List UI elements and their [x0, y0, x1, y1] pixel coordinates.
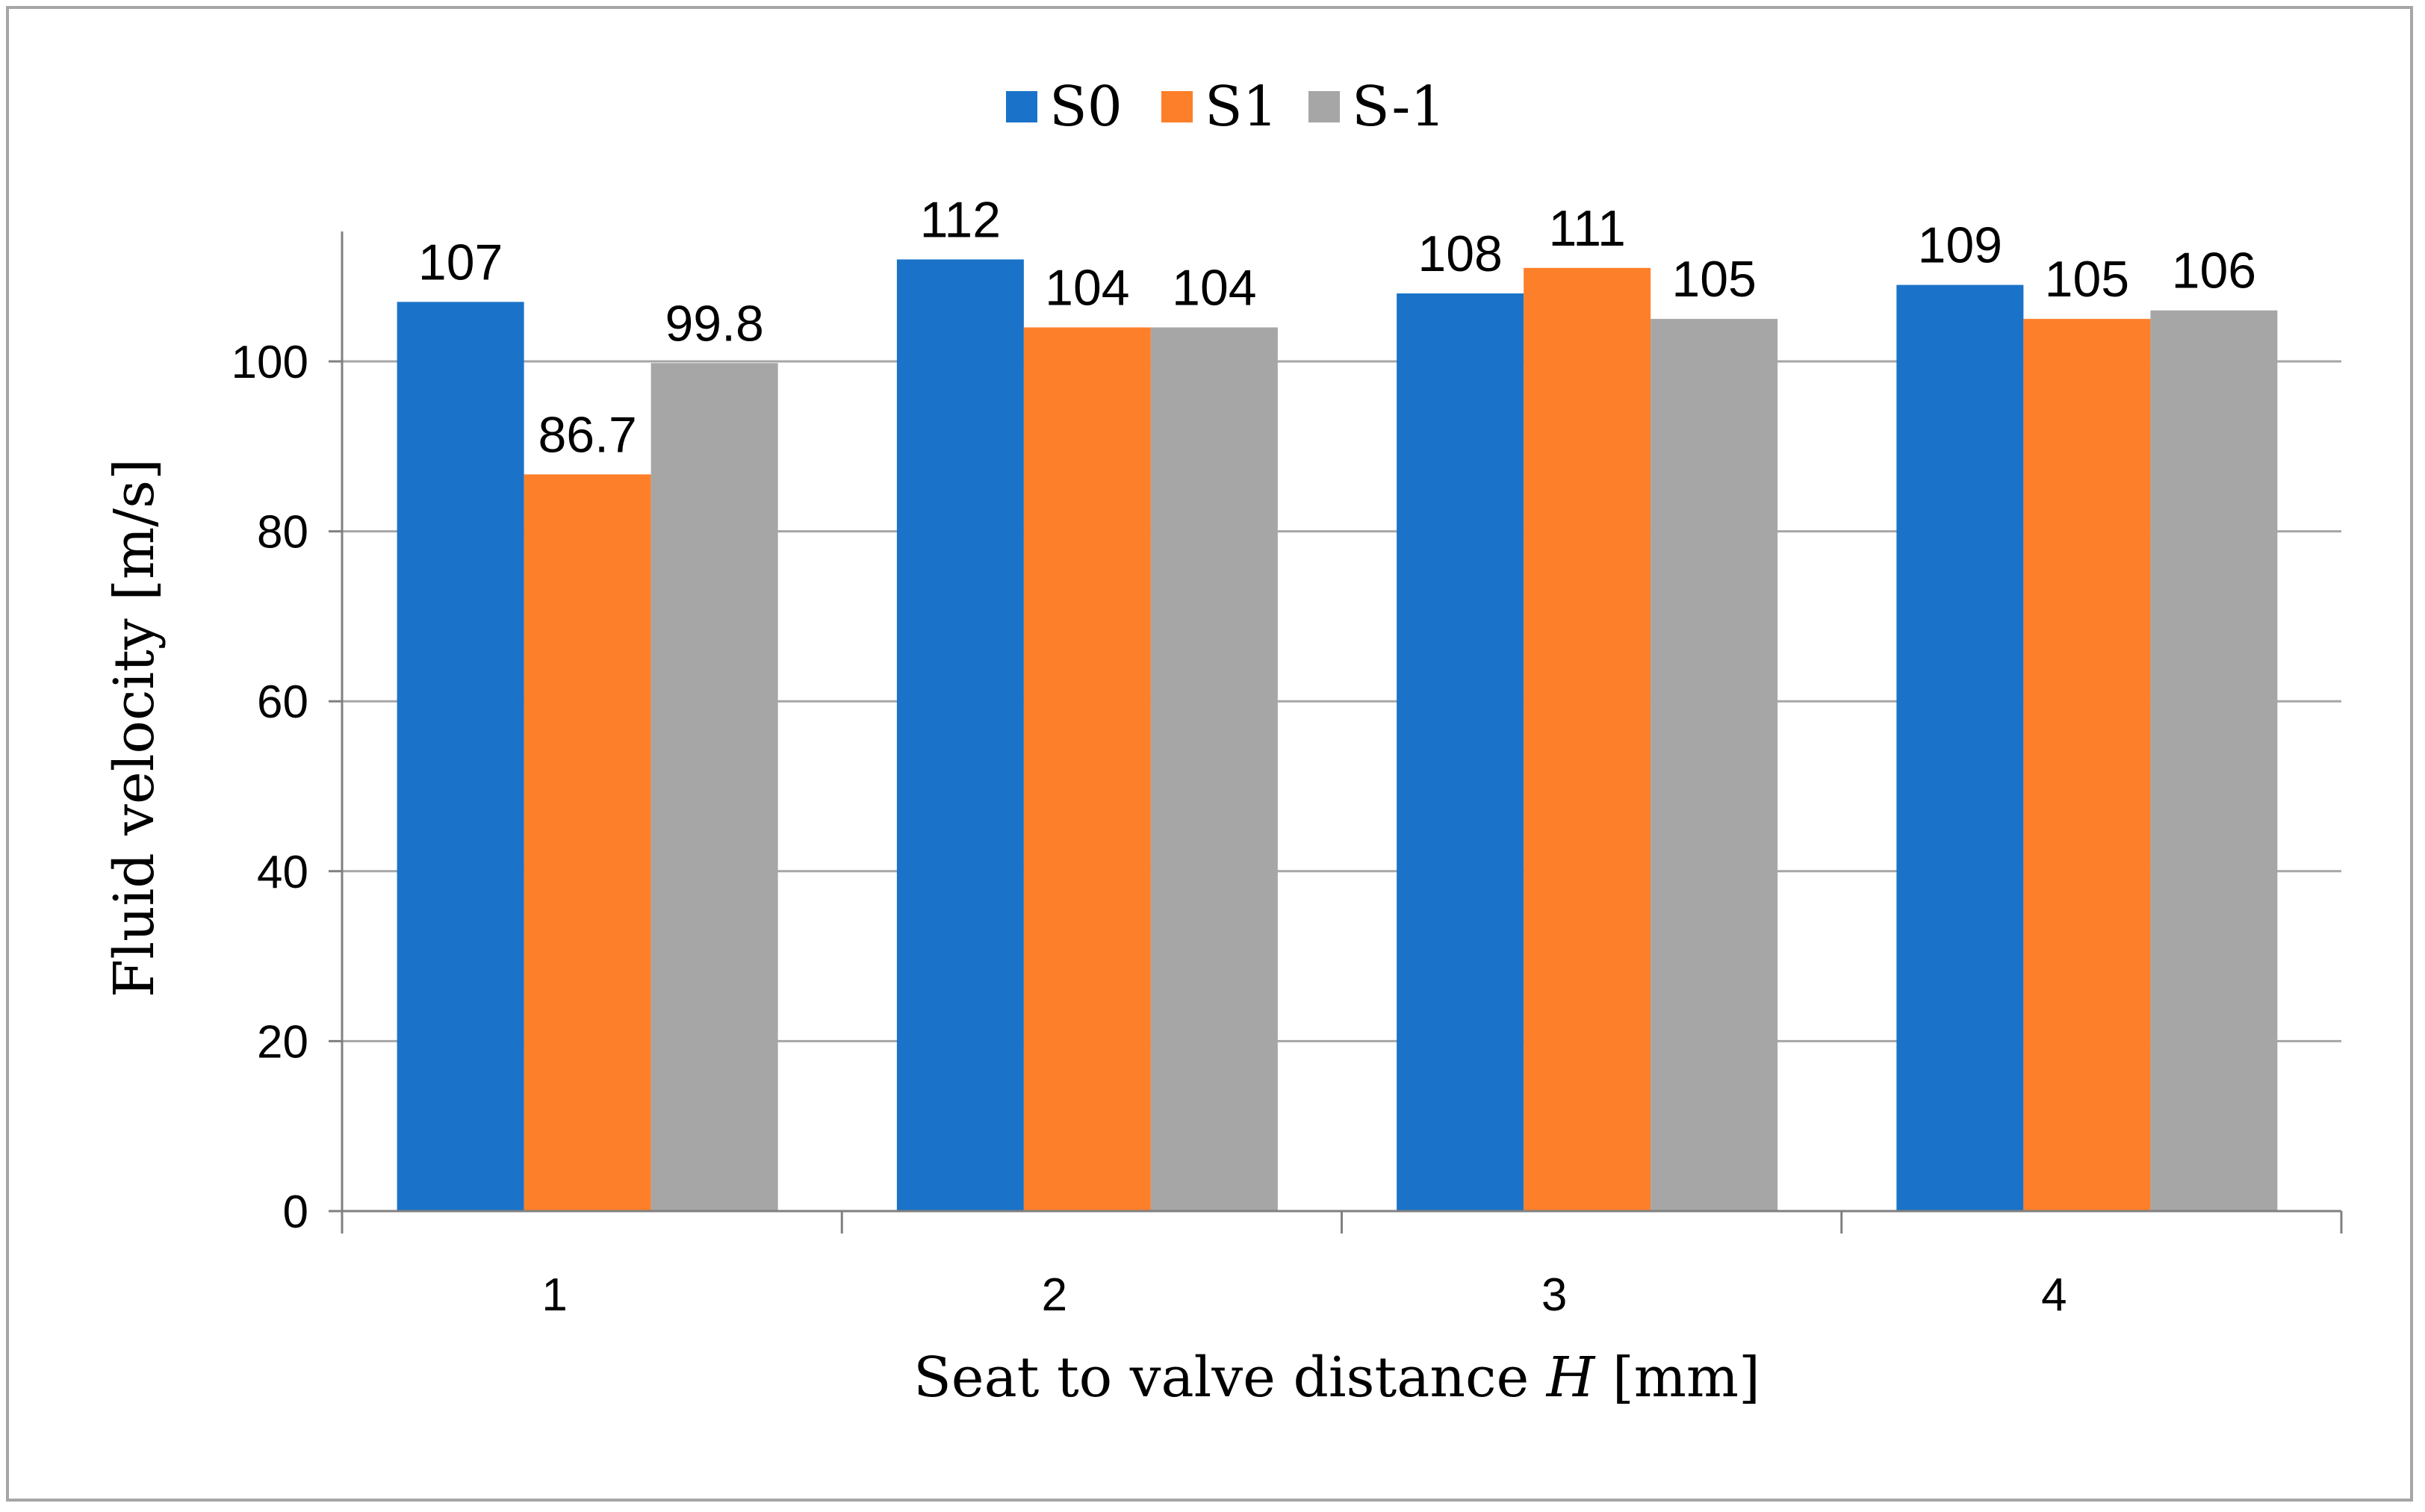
- y-tick-label: 80: [257, 507, 308, 559]
- data-label: 109: [1918, 217, 2002, 274]
- bar-S-1-3: [1651, 319, 1778, 1212]
- y-axis-title: Fluid velocity [m/s]: [102, 458, 167, 998]
- y-tick-label: 40: [257, 847, 308, 898]
- y-tick-label: 20: [257, 1016, 308, 1068]
- legend: S0 S1 S-1: [1006, 75, 1446, 139]
- legend-swatch-S-1: [1308, 91, 1340, 122]
- legend-swatch-S1: [1161, 91, 1193, 122]
- bars: [397, 259, 2278, 1212]
- y-tick-label: 0: [283, 1186, 308, 1238]
- x-axis-ticks: 1 2 3 4: [341, 1211, 2343, 1321]
- data-label: 111: [1548, 200, 1625, 257]
- bar-S-1-4: [2150, 310, 2278, 1212]
- data-label: 104: [1045, 259, 1129, 316]
- bar-S0-4: [1896, 284, 2024, 1212]
- bar-S-1-2: [1150, 327, 1278, 1212]
- y-axis-ticks: 0 20 40 60 80 100: [232, 337, 342, 1238]
- bar-S0-3: [1397, 293, 1524, 1212]
- legend-label-S1: S1: [1205, 75, 1278, 139]
- data-label: 104: [1172, 259, 1256, 316]
- legend-label-S-1: S-1: [1352, 75, 1446, 139]
- bar-S0-1: [397, 302, 524, 1212]
- y-tick-label: 100: [232, 337, 308, 388]
- data-label: 106: [2172, 243, 2256, 299]
- bar-S1-3: [1524, 267, 1651, 1211]
- data-label: 99.8: [665, 295, 763, 352]
- y-tick-label: 60: [257, 676, 308, 728]
- x-tick-label: 4: [2041, 1269, 2067, 1321]
- bar-S1-4: [2023, 319, 2151, 1212]
- data-label: 108: [1418, 225, 1502, 282]
- bar-S-1-1: [651, 363, 778, 1211]
- bar-S1-1: [524, 474, 651, 1211]
- x-tick-label: 3: [1541, 1269, 1567, 1321]
- x-axis-title: Seat to valve distance H [mm]: [913, 1345, 1760, 1410]
- x-axis-title-suffix: [mm]: [1595, 1345, 1760, 1410]
- x-tick-label: 1: [541, 1269, 567, 1321]
- data-label: 86.7: [538, 406, 636, 463]
- legend-label-S0: S0: [1049, 75, 1123, 139]
- data-label: 107: [418, 234, 503, 290]
- bar-S0-2: [896, 259, 1024, 1212]
- x-axis-title-prefix: Seat to valve distance: [913, 1345, 1547, 1410]
- data-label: 112: [920, 191, 1001, 248]
- data-label: 105: [1671, 251, 1756, 308]
- bar-S1-2: [1023, 327, 1151, 1212]
- data-label: 105: [2045, 251, 2129, 308]
- x-axis-title-variable: H: [1545, 1345, 1596, 1410]
- legend-swatch-S0: [1006, 91, 1037, 122]
- data-labels: 107 86.7 99.8 112 104 104 108 111 105 109 105 106: [418, 191, 2256, 463]
- x-tick-label: 2: [1042, 1269, 1067, 1321]
